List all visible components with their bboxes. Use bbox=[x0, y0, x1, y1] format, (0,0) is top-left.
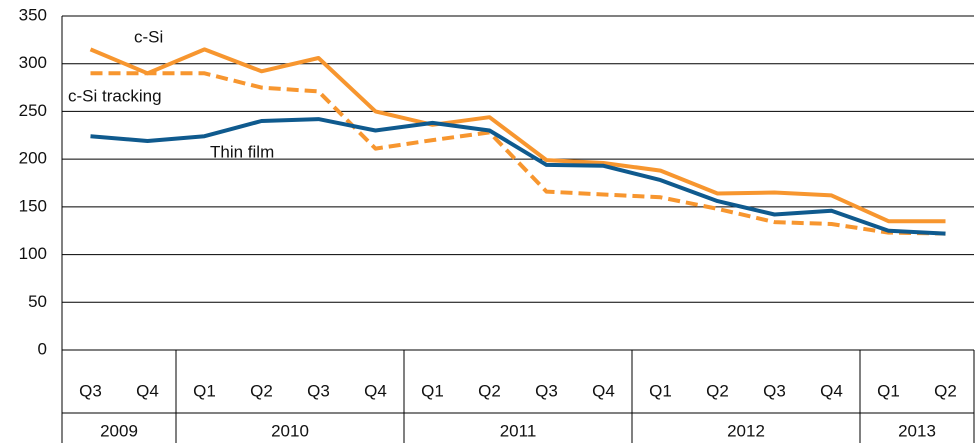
series-line bbox=[90, 71, 946, 236]
x-tick-label: Q4 bbox=[820, 381, 843, 400]
group-label: 2011 bbox=[500, 421, 537, 440]
y-tick-label: 150 bbox=[19, 196, 47, 215]
series-line bbox=[90, 117, 946, 236]
y-tick-label: 0 bbox=[38, 339, 47, 358]
y-tick-label: 300 bbox=[19, 53, 47, 72]
y-tick-label: 250 bbox=[19, 101, 47, 120]
x-tick-label: Q4 bbox=[136, 381, 159, 400]
x-tick-label: Q1 bbox=[193, 381, 216, 400]
y-tick-label: 50 bbox=[28, 292, 47, 311]
series-line bbox=[89, 47, 946, 224]
x-tick-label: Q1 bbox=[649, 381, 672, 400]
x-tick-label: Q2 bbox=[250, 381, 273, 400]
group-label: 2009 bbox=[100, 421, 138, 440]
y-tick-label: 100 bbox=[19, 244, 47, 263]
group-label: 2012 bbox=[727, 421, 765, 440]
y-tick-label: 200 bbox=[19, 149, 47, 168]
y-tick-label: 350 bbox=[19, 5, 47, 24]
x-tick-label: Q3 bbox=[763, 381, 786, 400]
x-tick-label: Q2 bbox=[706, 381, 729, 400]
x-tick-label: Q2 bbox=[478, 381, 501, 400]
group-label: 2010 bbox=[271, 421, 309, 440]
x-tick-label: Q4 bbox=[592, 381, 615, 400]
group-label: 2013 bbox=[898, 421, 936, 440]
x-tick-label: Q3 bbox=[79, 381, 102, 400]
x-tick-label: Q3 bbox=[307, 381, 330, 400]
series-label: c-Si bbox=[134, 27, 163, 46]
series-label: c-Si tracking bbox=[68, 86, 162, 105]
x-tick-label: Q1 bbox=[421, 381, 444, 400]
x-tick-label: Q3 bbox=[535, 381, 558, 400]
x-tick-label: Q2 bbox=[934, 381, 957, 400]
x-tick-label: Q4 bbox=[364, 381, 387, 400]
series-label: Thin film bbox=[210, 142, 274, 161]
x-tick-label: Q1 bbox=[877, 381, 900, 400]
